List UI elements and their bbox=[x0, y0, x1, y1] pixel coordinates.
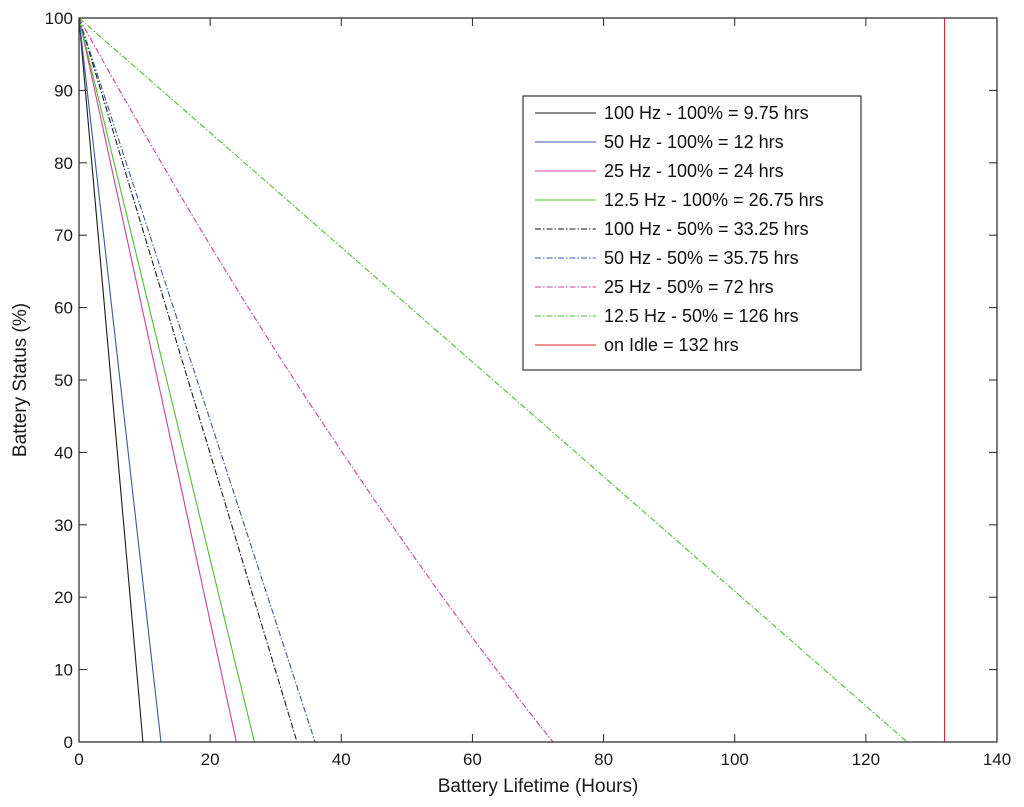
y-tick-label: 0 bbox=[64, 733, 73, 752]
x-axis-label: Battery Lifetime (Hours) bbox=[438, 776, 639, 797]
series-line-3 bbox=[78, 17, 237, 743]
legend-label-7: 25 Hz - 50% = 72 hrs bbox=[604, 277, 774, 297]
x-tick-label: 80 bbox=[594, 750, 613, 769]
series-line-8 bbox=[78, 17, 908, 743]
legend-label-6: 50 Hz - 50% = 35.75 hrs bbox=[604, 248, 799, 268]
y-tick-label: 80 bbox=[54, 154, 73, 173]
legend-label-8: 12.5 Hz - 50% = 126 hrs bbox=[604, 306, 799, 326]
legend-label-3: 25 Hz - 100% = 24 hrs bbox=[604, 161, 784, 181]
x-tick-label: 60 bbox=[463, 750, 482, 769]
legend-label-5: 100 Hz - 50% = 33.25 hrs bbox=[604, 219, 809, 239]
x-tick-label: 120 bbox=[852, 750, 880, 769]
x-tick-label: 100 bbox=[721, 750, 749, 769]
y-tick-label: 70 bbox=[54, 226, 73, 245]
x-tick-label: 20 bbox=[201, 750, 220, 769]
y-tick-label: 100 bbox=[45, 9, 73, 28]
series-line-7 bbox=[78, 17, 554, 743]
y-tick-label: 60 bbox=[54, 299, 73, 318]
legend-label-9: on Idle = 132 hrs bbox=[604, 335, 739, 355]
x-tick-label: 140 bbox=[983, 750, 1011, 769]
series-line-6 bbox=[78, 17, 316, 743]
y-tick-label: 40 bbox=[54, 443, 73, 462]
legend-label-1: 100 Hz - 100% = 9.75 hrs bbox=[604, 103, 809, 123]
x-tick-label: 40 bbox=[332, 750, 351, 769]
legend-label-4: 12.5 Hz - 100% = 26.75 hrs bbox=[604, 190, 824, 210]
y-tick-label: 30 bbox=[54, 516, 73, 535]
series-line-1 bbox=[78, 17, 144, 743]
y-tick-label: 90 bbox=[54, 81, 73, 100]
series-line-2 bbox=[78, 17, 162, 743]
series-line-5 bbox=[78, 17, 298, 743]
y-tick-label: 10 bbox=[54, 661, 73, 680]
legend-label-2: 50 Hz - 100% = 12 hrs bbox=[604, 132, 784, 152]
series-line-4 bbox=[78, 17, 255, 743]
x-tick-label: 0 bbox=[74, 750, 83, 769]
y-axis-label: Battery Status (%) bbox=[10, 303, 31, 457]
y-tick-label: 20 bbox=[54, 588, 73, 607]
y-tick-label: 50 bbox=[54, 371, 73, 390]
